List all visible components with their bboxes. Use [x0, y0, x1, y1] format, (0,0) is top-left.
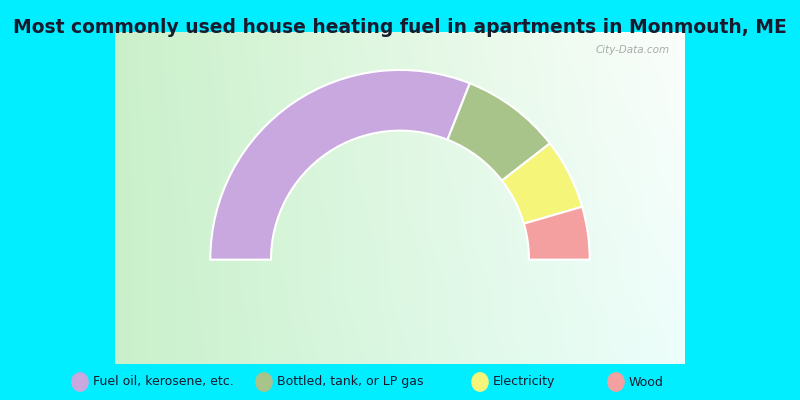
Text: City-Data.com: City-Data.com: [595, 45, 670, 55]
Wedge shape: [447, 83, 550, 180]
Text: Bottled, tank, or LP gas: Bottled, tank, or LP gas: [277, 376, 423, 388]
Text: Electricity: Electricity: [493, 376, 555, 388]
Text: Fuel oil, kerosene, etc.: Fuel oil, kerosene, etc.: [93, 376, 234, 388]
Text: Most commonly used house heating fuel in apartments in Monmouth, ME: Most commonly used house heating fuel in…: [13, 18, 787, 37]
Ellipse shape: [607, 372, 625, 392]
Wedge shape: [502, 143, 582, 224]
Ellipse shape: [471, 372, 489, 392]
Wedge shape: [210, 70, 470, 260]
Wedge shape: [524, 207, 590, 260]
Text: Wood: Wood: [629, 376, 664, 388]
Ellipse shape: [71, 372, 89, 392]
Ellipse shape: [255, 372, 273, 392]
